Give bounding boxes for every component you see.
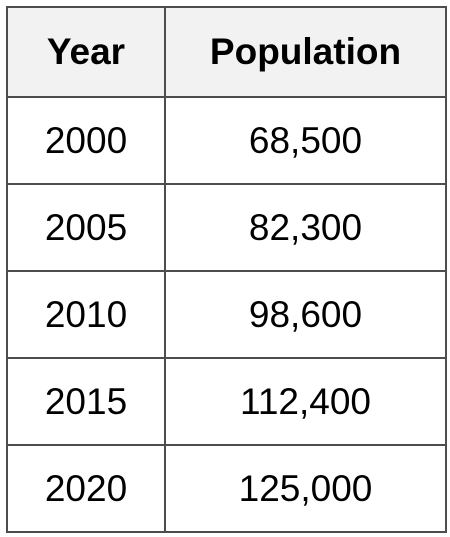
population-cell: 112,400	[164, 357, 447, 446]
population-table: Year Population 2000 68,500 2005 82,300 …	[6, 6, 447, 533]
year-cell: 2015	[6, 357, 166, 446]
table-row: 2020 125,000	[6, 444, 447, 533]
table-row: 2010 98,600	[6, 270, 447, 359]
table-row: 2000 68,500	[6, 96, 447, 185]
column-header-year: Year	[6, 6, 166, 98]
year-cell: 2020	[6, 444, 166, 533]
column-header-population: Population	[164, 6, 447, 98]
population-cell: 125,000	[164, 444, 447, 533]
population-cell: 82,300	[164, 183, 447, 272]
year-cell: 2005	[6, 183, 166, 272]
population-cell: 98,600	[164, 270, 447, 359]
year-cell: 2010	[6, 270, 166, 359]
population-cell: 68,500	[164, 96, 447, 185]
year-cell: 2000	[6, 96, 166, 185]
header-row: Year Population	[6, 6, 447, 98]
table-row: 2015 112,400	[6, 357, 447, 446]
table-row: 2005 82,300	[6, 183, 447, 272]
